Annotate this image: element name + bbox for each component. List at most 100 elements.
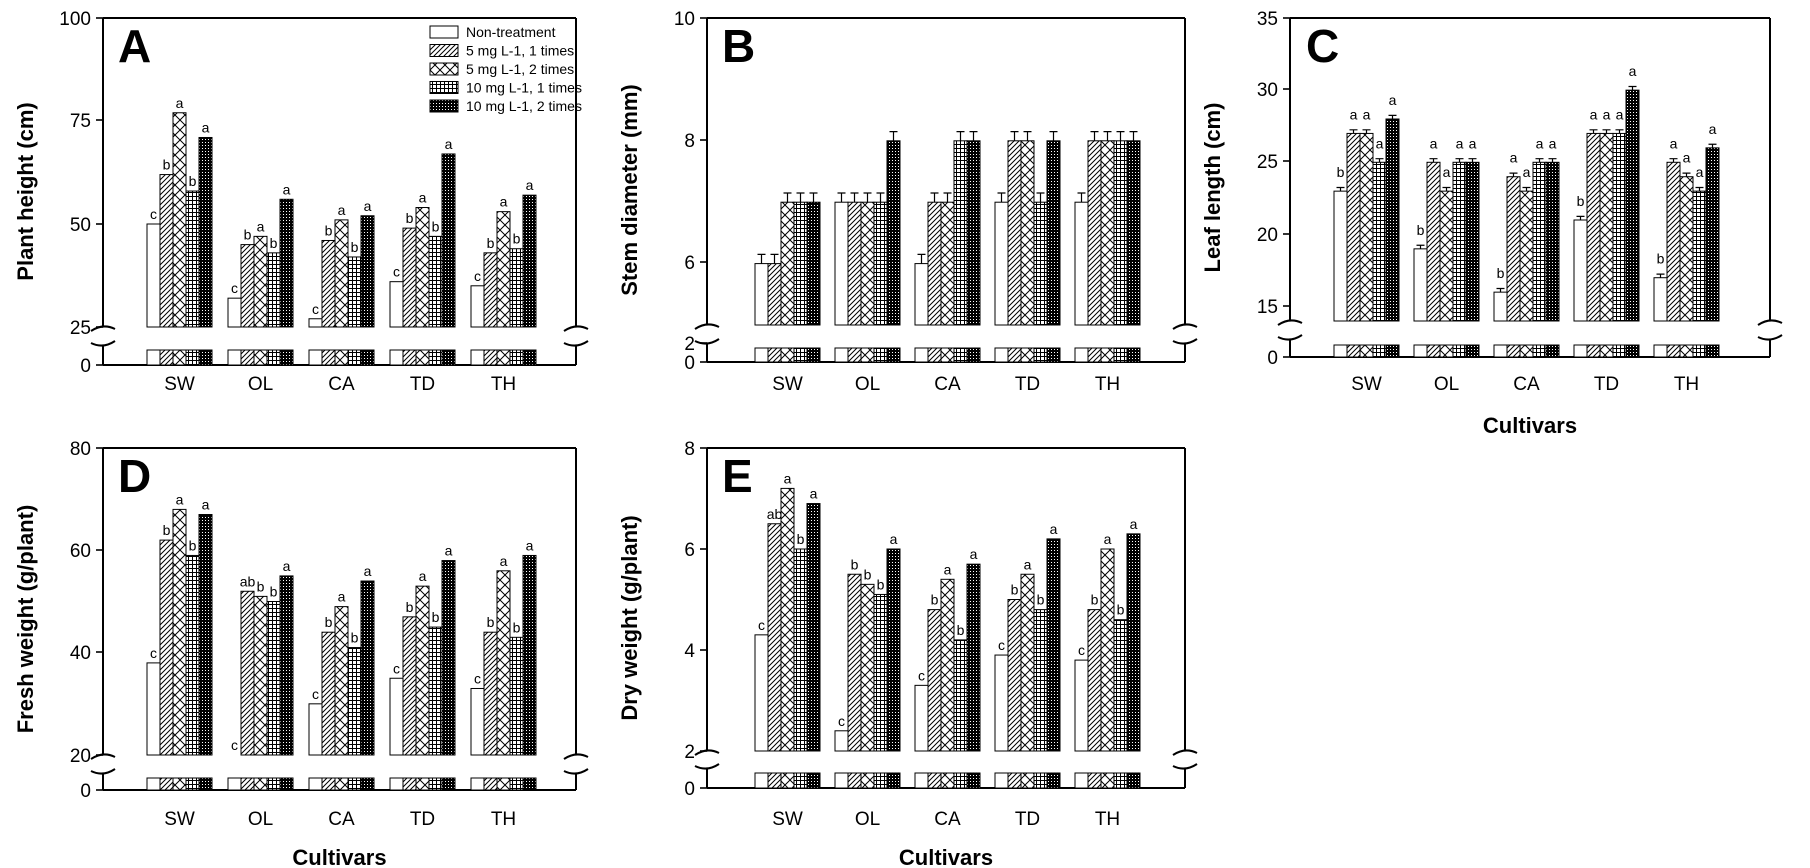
significance-label: b: [244, 227, 252, 243]
bar-stub: [927, 772, 942, 789]
bar-stub: [1126, 347, 1141, 363]
x-tick-label: CA: [328, 809, 355, 830]
bar-stub: [754, 772, 769, 789]
significance-label: a: [1549, 135, 1557, 151]
legend: Non-treatment 5 mg L-1, 1 times 5 mg L-1, …: [429, 24, 582, 114]
significance-label: a: [283, 558, 291, 574]
significance-label: a: [1469, 135, 1477, 151]
bar: [1020, 573, 1035, 752]
error-bar: [969, 130, 978, 141]
bar-stub: [1439, 344, 1454, 358]
bar: [198, 514, 213, 756]
significance-label: b: [1497, 265, 1505, 281]
error-bar: [1535, 158, 1544, 163]
bar: [389, 281, 404, 328]
bar-stub: [1545, 344, 1560, 358]
bar: [847, 201, 862, 326]
significance-label: a: [1523, 164, 1531, 180]
y-tick-label: 0: [80, 356, 91, 377]
significance-label: a: [500, 194, 508, 210]
significance-label: a: [944, 561, 952, 577]
bar-stub: [227, 777, 242, 791]
bar: [227, 297, 242, 328]
significance-label: a: [1050, 521, 1058, 537]
panel-label: C: [1306, 20, 1339, 72]
bar-stub: [847, 347, 862, 363]
significance-label: c: [393, 264, 400, 280]
significance-label: a: [1590, 106, 1598, 122]
bar: [347, 647, 362, 756]
bar-stub: [1705, 344, 1720, 358]
significance-label: b: [513, 619, 521, 635]
bar-stub: [994, 347, 1009, 363]
significance-label: a: [1376, 135, 1384, 151]
bar: [1087, 140, 1102, 326]
significance-label: c: [838, 713, 845, 729]
error-bar: [997, 192, 1006, 203]
bar-stub: [522, 777, 537, 791]
panel-label: B: [722, 20, 755, 72]
significance-label: c: [150, 206, 157, 222]
bar: [966, 140, 981, 326]
x-tick-label: CA: [1513, 374, 1540, 395]
panel-b: 10 8 6 20 Stem diameter (mm) B SW OL CA TD TH: [617, 9, 1198, 395]
significance-label: b: [163, 522, 171, 538]
bar-stub: [1046, 347, 1061, 363]
bar-stub: [834, 772, 849, 789]
bar-stub: [360, 777, 375, 791]
bar-stub: [1074, 347, 1089, 363]
bar-stub: [402, 777, 417, 791]
error-bar: [850, 192, 859, 203]
error-bar: [1388, 114, 1397, 119]
error-bar: [1375, 158, 1384, 163]
x-tick-label: OL: [248, 809, 273, 830]
bar: [1452, 161, 1467, 322]
significance-label: b: [1037, 592, 1045, 608]
bar: [1007, 140, 1022, 326]
significance-label: a: [364, 563, 372, 579]
bar-stub: [886, 347, 901, 363]
bar-stub: [198, 777, 213, 791]
significance-label: a: [1603, 106, 1611, 122]
bar-stub: [860, 347, 875, 363]
bar: [780, 201, 795, 326]
bar-stub: [334, 777, 349, 791]
bar: [1113, 140, 1128, 326]
bar: [1126, 140, 1141, 326]
error-bar: [876, 192, 885, 203]
bar: [146, 223, 161, 328]
bar-stub: [308, 349, 323, 366]
bar-stub: [1020, 772, 1035, 789]
error-bar: [1708, 143, 1717, 148]
error-bar: [757, 253, 766, 264]
significance-label: b: [877, 576, 885, 592]
bar: [1033, 201, 1048, 326]
bar-stub: [1074, 772, 1089, 789]
error-bar: [783, 192, 792, 203]
bar: [509, 248, 524, 328]
legend-swatch: [429, 81, 459, 94]
bar-stub: [847, 772, 862, 789]
bar-stub: [1452, 344, 1467, 358]
legend-entry: 5 mg L-1, 2 times: [466, 61, 574, 77]
bar: [428, 626, 443, 756]
error-bar: [1509, 172, 1518, 177]
bar-stub: [146, 349, 161, 366]
x-tick-label: TD: [1015, 809, 1040, 830]
bar-stub: [1519, 344, 1534, 358]
bar-stub: [1666, 344, 1681, 358]
significance-label: a: [1389, 92, 1397, 108]
axis-break-mark: [563, 768, 589, 775]
bar: [886, 548, 901, 752]
significance-label: a: [419, 190, 427, 206]
y-tick-label: 4: [684, 641, 695, 662]
bar: [496, 211, 511, 328]
significance-label: b: [325, 222, 333, 238]
bar: [1692, 190, 1707, 322]
bar-stub: [1413, 344, 1428, 358]
y-tick-label: 0: [684, 353, 695, 374]
significance-label: c: [474, 670, 481, 686]
significance-label: a: [1616, 106, 1624, 122]
bar: [1100, 548, 1115, 752]
significance-label: a: [202, 497, 210, 513]
